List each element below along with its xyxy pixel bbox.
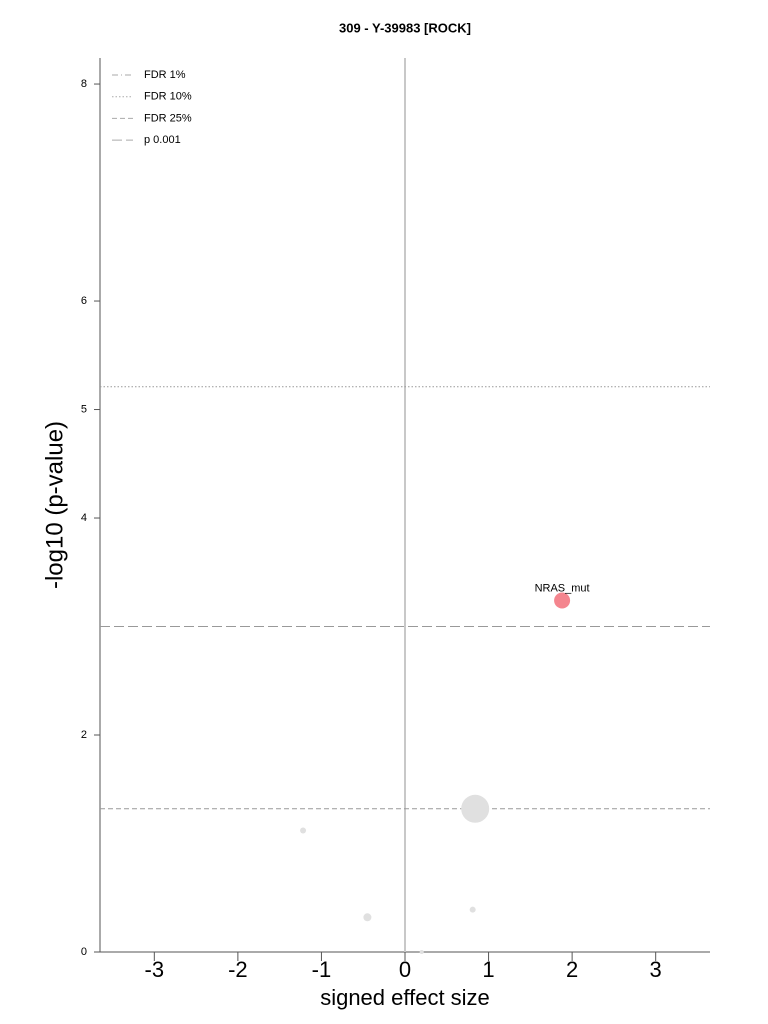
x-tick-label: -1 bbox=[312, 957, 332, 982]
chart-title: 309 - Y-39983 [ROCK] bbox=[339, 20, 471, 35]
point bbox=[363, 913, 372, 922]
x-tick-label: 2 bbox=[566, 957, 578, 982]
point bbox=[300, 827, 307, 834]
y-tick-label: 5 bbox=[81, 403, 87, 415]
legend-label: FDR 10% bbox=[144, 91, 192, 103]
y-tick-label: 6 bbox=[81, 295, 87, 307]
y-tick-label: 8 bbox=[81, 78, 87, 90]
y-tick-label: 4 bbox=[81, 512, 87, 524]
point bbox=[554, 592, 571, 609]
point bbox=[461, 794, 490, 823]
y-tick-label: 2 bbox=[81, 729, 87, 741]
x-tick-label: -3 bbox=[145, 957, 165, 982]
x-tick-label: 1 bbox=[482, 957, 494, 982]
x-tick-label: -2 bbox=[228, 957, 248, 982]
legend-label: FDR 1% bbox=[144, 69, 186, 81]
x-tick-label: 3 bbox=[650, 957, 662, 982]
y-axis-label: -log10 (p-value) bbox=[41, 421, 68, 589]
point bbox=[419, 950, 424, 954]
legend-label: p 0.001 bbox=[144, 134, 181, 146]
point bbox=[469, 906, 476, 913]
data-label: NRAS_mut bbox=[535, 582, 590, 594]
x-axis-label: signed effect size bbox=[320, 985, 490, 1010]
x-tick-label: 0 bbox=[399, 957, 411, 982]
y-tick-label: 0 bbox=[81, 946, 87, 958]
legend-label: FDR 25% bbox=[144, 112, 192, 124]
